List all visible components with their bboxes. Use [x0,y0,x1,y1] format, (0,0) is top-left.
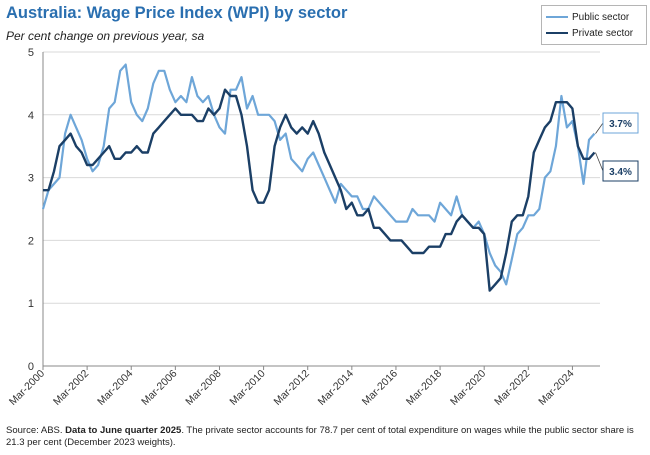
x-tick-label: Mar-2002 [51,368,91,408]
legend-item-public: Public sector [546,10,629,24]
x-tick-label: Mar-2018 [404,368,444,408]
y-tick-label: 3 [28,173,34,185]
callout-leader-public [595,122,604,134]
legend: Public sector Private sector [541,5,647,45]
x-tick-label: Mar-2022 [492,368,532,408]
x-tick-label: Mar-2000 [7,368,47,408]
legend-item-private: Private sector [546,26,633,40]
callout-label-public: 3.7% [609,119,632,130]
x-tick-label: Mar-2008 [183,368,223,408]
callout-leader-private [595,152,604,172]
legend-label-public: Public sector [572,11,630,23]
legend-label-private: Private sector [572,27,634,39]
x-tick-label: Mar-2006 [139,368,179,408]
x-tick-label: Mar-2004 [95,368,135,408]
x-tick-label: Mar-2010 [227,368,267,408]
legend-swatch-public [546,16,568,18]
x-tick-label: Mar-2012 [272,368,312,408]
y-tick-label: 0 [28,361,34,373]
callout-label-private: 3.4% [609,167,632,178]
series-line-public [41,63,596,286]
source-bold: Data to June quarter 2025 [65,425,182,436]
x-tick-label: Mar-2014 [316,368,356,408]
source-note: Source: ABS. Data to June quarter 2025. … [6,425,646,449]
chart-title: Australia: Wage Price Index (WPI) by sec… [6,4,348,22]
chart-subtitle: Per cent change on previous year, sa [6,29,205,43]
legend-swatch-private [546,32,568,34]
x-tick-label: Mar-2016 [360,368,400,408]
series-line-private [43,88,596,292]
x-tick-label: Mar-2024 [536,368,576,408]
y-tick-label: 4 [28,110,34,122]
callout-box-private [602,160,639,182]
source-rest: . The private sector accounts for 78.7 p… [6,425,634,448]
y-tick-label: 1 [28,298,34,310]
source-prefix: Source: ABS. [6,425,63,436]
y-tick-label: 2 [28,235,34,247]
x-tick-label: Mar-2020 [448,368,488,408]
y-tick-label: 5 [28,47,34,59]
callout-box-public [602,112,639,134]
